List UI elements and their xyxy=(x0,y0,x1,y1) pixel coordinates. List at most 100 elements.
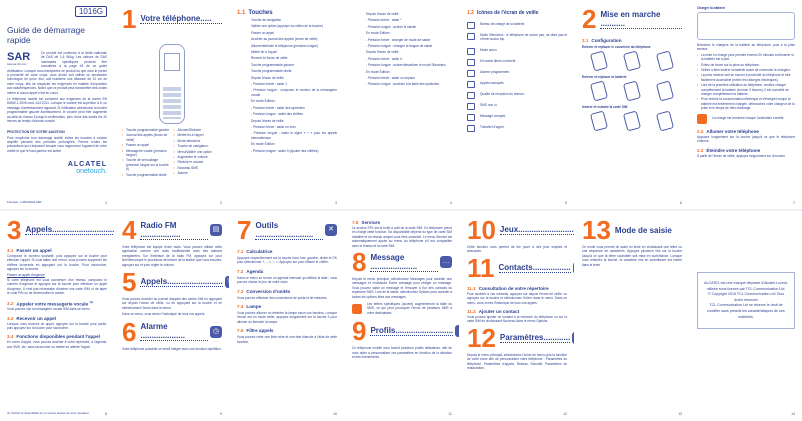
paragraph: Vous pouvez ajouter un contact à la mémo… xyxy=(467,315,567,324)
sar-text: Ce produit est conforme à la limite nati… xyxy=(7,51,107,95)
footnote-ref: (1) xyxy=(89,299,94,304)
callout-label: Messagerie vocale (pression longue) xyxy=(122,149,171,158)
paragraph: Ce téléphone mobile vous fournit plusieu… xyxy=(352,346,452,360)
note-text: Les lettres spécifiques (accent) augment… xyxy=(367,302,452,315)
section-number: 3.1 xyxy=(7,248,14,253)
status-icon-row: Mode Silencieux : le téléphone ne sonne … xyxy=(467,33,567,44)
callout-label: Journal des appels (écran de veille) xyxy=(122,133,171,142)
status-icon xyxy=(467,102,475,110)
page-number: 12 xyxy=(563,412,567,416)
key-description: - Pression longue : saisir le signe « + … xyxy=(251,131,337,140)
section-title: Agenda xyxy=(246,268,264,274)
callout-label: Réduire le volume xyxy=(174,160,223,165)
key-description: Valider une option (appuyer au milieu de… xyxy=(251,24,323,29)
chapter-title: Paramètres............ xyxy=(499,332,571,343)
key-description: - Pression brève : saisir # xyxy=(366,56,402,61)
status-icon-description: SMS non lu. xyxy=(480,102,498,107)
page-9: 4 Radio FM .................. ▤ Votre télé… xyxy=(115,211,229,420)
status-icon-row: Mode avion. xyxy=(467,47,567,55)
chapter-number: 9 xyxy=(352,316,367,347)
section-title: Configuration xyxy=(591,38,622,43)
key-description: En mode Édition : xyxy=(251,99,277,104)
key-description: Passer un appel xyxy=(251,30,275,35)
chapter-title: Mode de saisie xyxy=(614,225,672,235)
key-description: - Pression longue : changer la langue de… xyxy=(366,44,433,49)
chapter-title: Outils .......................... xyxy=(255,221,323,240)
status-icon-description: Mode Silencieux : le téléphone ne sonne … xyxy=(480,33,567,42)
subheading: Charger la batterie xyxy=(697,6,726,10)
paragraph: Vous pouvez accéder au journal d'appels … xyxy=(122,297,222,310)
page-divider xyxy=(0,209,802,211)
status-icon-description: Transfert d'appel. xyxy=(480,124,505,129)
paragraph: Branchez le chargeur de la batterie au t… xyxy=(697,43,795,52)
chapter-number: 13 xyxy=(582,215,611,245)
section-number: 2.1 xyxy=(582,38,589,43)
page-number: 10 xyxy=(333,412,337,416)
page-8: 3 Appels............................. 3.1… xyxy=(0,211,114,420)
chapter-title: Appels............................. xyxy=(25,225,114,235)
paragraph: À partir de l'écran de veille, appuyez l… xyxy=(697,153,786,158)
paragraph: Dans ce menu se trouve un agenda mensuel… xyxy=(237,275,337,285)
paragraph: Pour accéder à vos contacts, appuyez sur… xyxy=(467,291,567,305)
paragraph: Ce mode vous permet de saisir un texte e… xyxy=(582,245,682,267)
paragraph: Vous pouvez créer une liste noire et une… xyxy=(237,335,337,344)
chapter-title: Message ..................... xyxy=(370,253,438,272)
bullet-item: Veillez à bien insérer la batterie avant… xyxy=(697,68,795,73)
page-number: 1 xyxy=(105,201,107,205)
sar-logo: SAR www.sar-tick.com xyxy=(7,51,31,66)
status-icon xyxy=(467,58,475,66)
chapter-number: 3 xyxy=(7,215,22,245)
callout-label: Touche de verrouillage (pression longue … xyxy=(122,158,171,171)
page-number: 14 xyxy=(791,412,795,416)
copyright-text: © Copyright 2015 TCL Communication Ltd T… xyxy=(707,292,785,302)
bullet-item: Évitez de forcer sur la prise du télépho… xyxy=(697,63,795,68)
key-description: - Pression longue : saisir des chiffres xyxy=(251,112,304,117)
chapter-number: 1 xyxy=(122,4,137,34)
key-description: Touche de navigation xyxy=(251,18,282,22)
legal-notice: ALCATEL est une marque déposée d'Alcatel… xyxy=(697,272,795,330)
key-description: Depuis l'écran de veille xyxy=(251,118,284,123)
section-title: Appeler votre messagerie vocale xyxy=(16,301,89,307)
callout-label: Mode silencieux xyxy=(174,139,223,144)
status-icon-row: Message complet. xyxy=(467,113,567,121)
hearing-title: PROTECTION DE VOTRE AUDITION xyxy=(7,129,65,134)
note-text: La charge est terminée lorsque l'animati… xyxy=(712,115,785,120)
page-6: 2 Mise en marche ........... 2.1 Configura… xyxy=(575,0,689,209)
key-description: Touche programmable gauche xyxy=(251,62,295,67)
message-icon: … xyxy=(440,256,452,269)
cover-footer: Français - CJB1CE0ALABA xyxy=(7,200,42,205)
paragraph: Votre téléphone est équipé d'une radio. … xyxy=(122,245,222,267)
paragraph: Vous pouvez voir la messagerie vocale SI… xyxy=(7,307,91,312)
page-number: 2 xyxy=(220,201,222,205)
key-description: - Pression longue : activer/désactiver l… xyxy=(366,63,446,68)
brand-logo-sub: onetouch. xyxy=(76,168,107,176)
status-icon-description: Message complet. xyxy=(480,113,506,118)
note-icon xyxy=(352,304,362,315)
chapter-title: Jeux.......................... xyxy=(499,225,574,235)
section-number: 11.2 xyxy=(467,309,476,315)
subheading: Enlever et replacer la batterie xyxy=(582,75,627,79)
status-icon-row: SMS non lu. xyxy=(467,102,567,110)
bullet-item: La mise en charge peut prendre environ 2… xyxy=(697,53,795,62)
section-number: 7.6 xyxy=(352,220,359,225)
page-number: 9 xyxy=(220,412,222,416)
chapter-title: Appels......................... xyxy=(140,277,223,288)
settings-icon: ⚙ xyxy=(572,331,574,344)
alarm-icon: ◷ xyxy=(210,325,222,338)
sim-illustrations xyxy=(582,110,682,132)
paragraph: Vous pouvez allumer ou éteindre la lampe… xyxy=(237,311,337,324)
callout-label: Allumer/Éteindre xyxy=(174,128,223,133)
key-description: - Pression brève : saisir un espace xyxy=(366,76,415,81)
section-number: 2.2 xyxy=(697,128,704,134)
key-description: - Pression brève : saisir des symboles xyxy=(251,105,305,110)
callout-label: Touche de navigation : xyxy=(174,144,223,149)
section-title: Allumer votre téléphone xyxy=(706,128,759,134)
status-icon-row: Transfert d'appel. xyxy=(467,124,567,132)
section-number: 7.4 xyxy=(237,304,244,310)
section-number: 7.3 xyxy=(237,288,244,294)
section-title: Recevoir un appel xyxy=(16,315,56,321)
trademark-text: ALCATEL est une marque déposée d'Alcatel… xyxy=(704,281,788,291)
brand-logo: ALCATEL xyxy=(67,161,107,169)
key-description: - Pression longue : activer le clavier xyxy=(366,24,417,29)
